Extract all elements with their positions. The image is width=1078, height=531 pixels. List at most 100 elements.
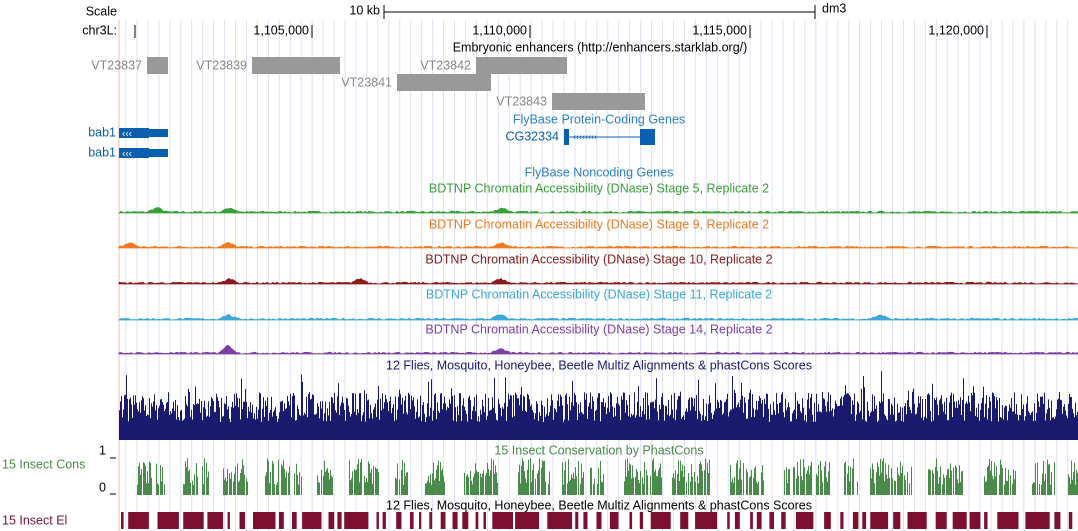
conserved-element bbox=[1068, 512, 1073, 529]
conserved-element bbox=[997, 512, 1019, 529]
conserved-element bbox=[409, 512, 414, 529]
dnase-signal bbox=[118, 313, 1078, 321]
conserved-element bbox=[207, 512, 224, 529]
conserved-element bbox=[419, 512, 422, 529]
dnase-signal bbox=[118, 344, 1078, 355]
conserved-element bbox=[952, 512, 967, 529]
conserved-element bbox=[907, 512, 927, 529]
track-label[interactable]: 15 Insect Cons bbox=[2, 457, 85, 471]
conserved-element bbox=[893, 512, 901, 529]
enhancer-feature[interactable] bbox=[397, 74, 491, 91]
conserved-element bbox=[396, 512, 402, 529]
conserved-element bbox=[769, 512, 774, 529]
track-title: BDTNP Chromatin Accessibility (DNase) St… bbox=[425, 322, 772, 336]
enhancer-feature[interactable] bbox=[147, 57, 168, 74]
conserved-element bbox=[680, 512, 689, 529]
conserved-element bbox=[382, 512, 386, 529]
gene-label[interactable]: bab1 bbox=[88, 145, 116, 159]
track-title: 15 Insect Conservation by PhastCons bbox=[494, 443, 703, 457]
conserved-element bbox=[121, 512, 124, 529]
phastcons-bars bbox=[137, 458, 1078, 495]
gene-arrows: ‹‹‹‹‹‹‹‹ bbox=[573, 131, 597, 141]
gene-exon[interactable] bbox=[564, 129, 569, 145]
conserved-element bbox=[935, 512, 947, 529]
conserved-element bbox=[452, 512, 458, 529]
feature-label[interactable]: VT23841 bbox=[341, 75, 392, 89]
gene-exon[interactable] bbox=[119, 148, 149, 158]
enhancer-feature[interactable] bbox=[476, 57, 567, 74]
gene-exon[interactable] bbox=[640, 129, 655, 145]
conserved-element bbox=[1025, 512, 1050, 529]
conserved-element bbox=[609, 512, 619, 529]
conserved-element bbox=[629, 512, 633, 529]
gene-label[interactable]: bab1 bbox=[88, 125, 116, 139]
gene-arrows: ‹‹‹ bbox=[122, 149, 132, 160]
track-title: FlyBase Protein-Coding Genes bbox=[513, 112, 685, 126]
conserved-element bbox=[253, 512, 276, 529]
axis-label: 0 bbox=[99, 480, 106, 494]
gene-label[interactable]: CG32334 bbox=[505, 129, 559, 143]
conserved-element bbox=[157, 512, 179, 529]
enhancer-feature[interactable] bbox=[552, 93, 645, 110]
chrom-label: chr3L: bbox=[82, 23, 117, 37]
gene-arrows: ‹‹‹ bbox=[122, 129, 132, 140]
conserved-element bbox=[870, 512, 889, 529]
conserved-element bbox=[227, 512, 230, 529]
feature-label[interactable]: VT23839 bbox=[196, 58, 247, 72]
conserved-element bbox=[344, 512, 369, 529]
conserved-element bbox=[695, 512, 718, 529]
conserved-element bbox=[128, 512, 149, 529]
track-title: Embryonic enhancers (http://enhancers.st… bbox=[453, 40, 748, 54]
feature-label[interactable]: VT23843 bbox=[496, 94, 547, 108]
position-label: 1,120,000 bbox=[928, 23, 984, 37]
conserved-element bbox=[734, 512, 740, 529]
conserved-element bbox=[239, 512, 245, 529]
conserved-element bbox=[547, 512, 573, 529]
multiz-bars bbox=[119, 371, 1078, 440]
conserved-element bbox=[440, 512, 446, 529]
conserved-element bbox=[328, 512, 335, 529]
conserved-element bbox=[278, 512, 284, 529]
conserved-element bbox=[475, 512, 479, 529]
gene-exon[interactable] bbox=[149, 149, 168, 157]
conserved-element bbox=[462, 512, 469, 529]
scale-label: Scale bbox=[86, 4, 117, 18]
conserved-element bbox=[575, 512, 579, 529]
assembly-label: dm3 bbox=[822, 1, 846, 15]
conserved-element bbox=[756, 512, 762, 529]
enhancer-feature[interactable] bbox=[252, 57, 340, 74]
track-title: BDTNP Chromatin Accessibility (DNase) St… bbox=[429, 181, 769, 195]
feature-label[interactable]: VT23837 bbox=[91, 58, 142, 72]
track-title: BDTNP Chromatin Accessibility (DNase) St… bbox=[425, 252, 772, 266]
conserved-element bbox=[183, 512, 204, 529]
dnase-signal bbox=[117, 207, 1078, 214]
feature-label[interactable]: VT23842 bbox=[420, 58, 471, 72]
conserved-element bbox=[492, 512, 513, 529]
dnase-signal bbox=[118, 242, 1078, 249]
track-title: BDTNP Chromatin Accessibility (DNase) St… bbox=[429, 217, 769, 231]
track-title: 12 Flies, Mosquito, Honeybee, Beetle Mul… bbox=[386, 358, 812, 372]
conserved-element bbox=[969, 512, 981, 529]
position-label: 1,110,000 bbox=[472, 23, 527, 37]
conserved-element bbox=[639, 512, 643, 529]
conserved-element bbox=[337, 512, 342, 529]
conserved-element bbox=[1054, 512, 1061, 529]
conserved-element bbox=[852, 512, 859, 529]
track-title: 12 Flies, Mosquito, Honeybee, Beetle Mul… bbox=[386, 498, 812, 512]
gene-exon[interactable] bbox=[149, 129, 168, 137]
gene-exon[interactable] bbox=[119, 128, 149, 138]
conserved-element bbox=[376, 512, 379, 529]
conserved-element bbox=[781, 512, 786, 529]
dnase-signal bbox=[118, 277, 1078, 285]
axis-ticks bbox=[110, 457, 116, 495]
conserved-element bbox=[515, 512, 540, 529]
conserved-element bbox=[302, 512, 322, 529]
conserved-element bbox=[727, 512, 730, 529]
position-label: 1,115,000 bbox=[692, 23, 747, 37]
conserved-element bbox=[795, 512, 814, 529]
conserved-element bbox=[862, 512, 867, 529]
conserved-element bbox=[429, 512, 433, 529]
scale-bar bbox=[383, 5, 816, 19]
track-label[interactable]: 15 Insect El bbox=[2, 513, 67, 527]
